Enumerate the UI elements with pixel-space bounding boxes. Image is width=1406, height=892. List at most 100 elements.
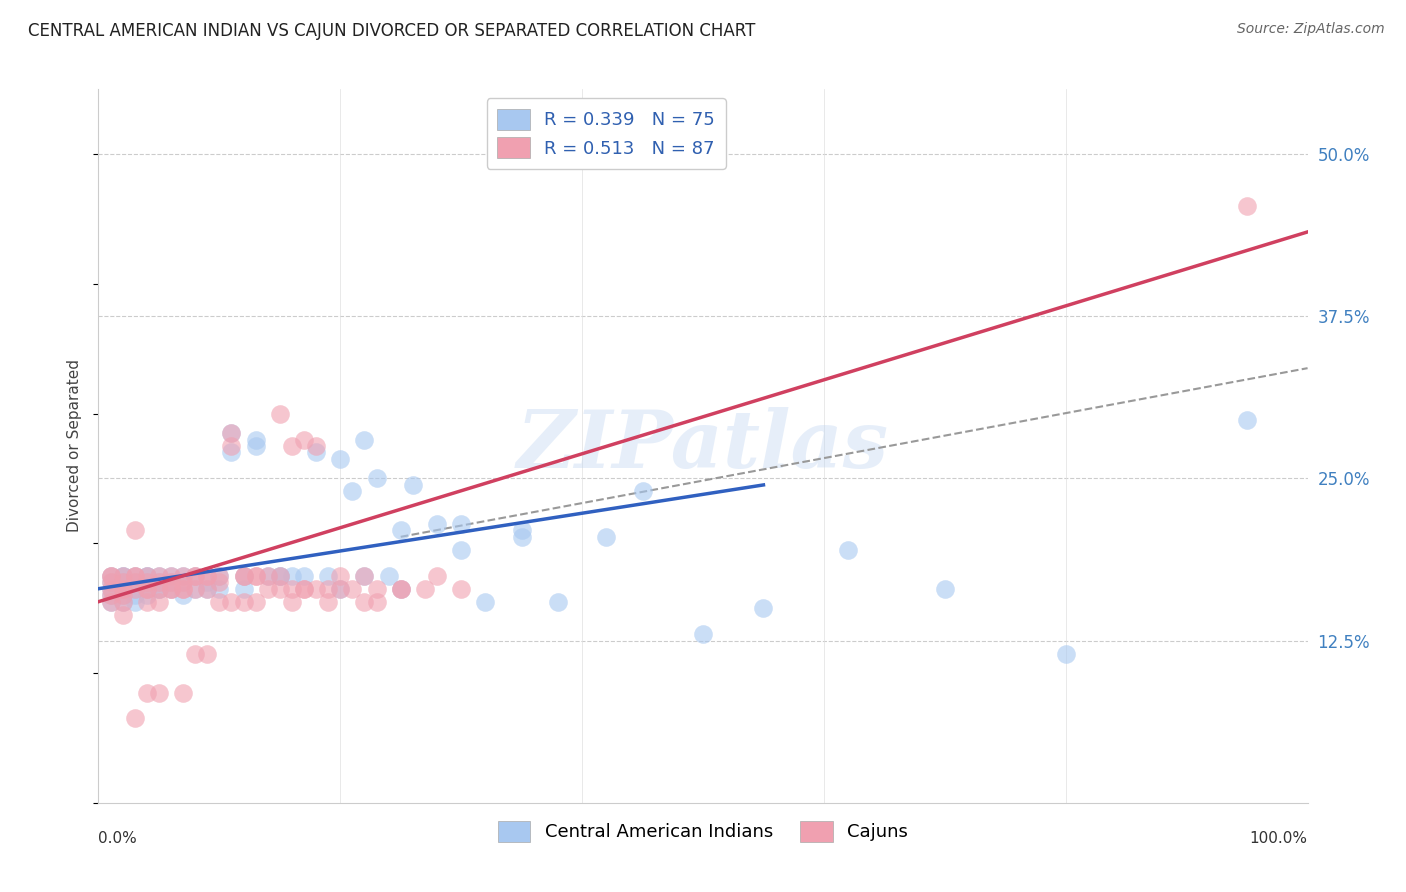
Point <box>135 685 157 699</box>
Point <box>111 588 134 602</box>
Point <box>281 595 304 609</box>
Point <box>172 582 194 596</box>
Point <box>269 568 291 582</box>
Point <box>232 568 254 582</box>
Legend: Central American Indians, Cajuns: Central American Indians, Cajuns <box>489 812 917 851</box>
Point <box>100 588 122 602</box>
Point <box>413 582 436 596</box>
Text: 100.0%: 100.0% <box>1250 831 1308 847</box>
Point <box>111 595 134 609</box>
Point <box>934 582 956 596</box>
Point <box>195 582 218 596</box>
Point <box>232 568 254 582</box>
Point <box>316 595 339 609</box>
Point <box>148 575 170 590</box>
Point <box>124 582 146 596</box>
Point <box>111 568 134 582</box>
Point <box>316 568 339 582</box>
Point <box>342 582 364 596</box>
Point <box>135 575 157 590</box>
Point <box>100 582 122 596</box>
Point <box>172 575 194 590</box>
Point <box>160 582 183 596</box>
Point <box>292 433 315 447</box>
Point <box>1236 413 1258 427</box>
Point <box>124 575 146 590</box>
Point <box>245 439 267 453</box>
Point <box>160 582 183 596</box>
Point <box>184 582 207 596</box>
Point <box>402 478 425 492</box>
Point <box>124 595 146 609</box>
Point <box>111 575 134 590</box>
Point <box>474 595 496 609</box>
Point <box>450 542 472 557</box>
Point <box>450 516 472 531</box>
Point <box>111 582 134 596</box>
Point <box>184 568 207 582</box>
Point <box>100 595 122 609</box>
Point <box>269 582 291 596</box>
Point <box>221 595 243 609</box>
Point <box>316 582 339 596</box>
Point <box>111 595 134 609</box>
Point <box>195 582 218 596</box>
Point <box>135 582 157 596</box>
Point <box>172 575 194 590</box>
Point <box>366 582 388 596</box>
Point <box>305 445 328 459</box>
Point <box>221 425 243 440</box>
Point <box>124 568 146 582</box>
Point <box>124 588 146 602</box>
Point <box>148 575 170 590</box>
Point <box>1236 199 1258 213</box>
Point <box>135 588 157 602</box>
Point <box>100 568 122 582</box>
Point <box>752 601 775 615</box>
Point <box>329 582 352 596</box>
Point <box>172 588 194 602</box>
Point <box>111 582 134 596</box>
Point <box>221 445 243 459</box>
Text: Source: ZipAtlas.com: Source: ZipAtlas.com <box>1237 22 1385 37</box>
Point <box>353 595 375 609</box>
Point <box>389 524 412 538</box>
Point <box>305 582 328 596</box>
Point <box>124 524 146 538</box>
Point <box>148 685 170 699</box>
Point <box>100 568 122 582</box>
Point <box>172 582 194 596</box>
Point <box>135 575 157 590</box>
Point <box>148 582 170 596</box>
Point <box>124 568 146 582</box>
Point <box>547 595 569 609</box>
Point <box>195 575 218 590</box>
Point <box>837 542 859 557</box>
Point <box>221 425 243 440</box>
Point <box>245 433 267 447</box>
Point <box>135 568 157 582</box>
Point <box>256 582 278 596</box>
Point <box>510 524 533 538</box>
Point <box>389 582 412 596</box>
Point <box>100 595 122 609</box>
Point <box>245 568 267 582</box>
Y-axis label: Divorced or Separated: Divorced or Separated <box>67 359 83 533</box>
Point <box>124 582 146 596</box>
Point <box>160 575 183 590</box>
Text: 0.0%: 0.0% <box>98 831 138 847</box>
Point <box>160 582 183 596</box>
Point <box>208 595 231 609</box>
Point <box>389 582 412 596</box>
Point <box>111 568 134 582</box>
Point <box>111 582 134 596</box>
Point <box>208 568 231 582</box>
Point <box>426 568 449 582</box>
Point <box>195 568 218 582</box>
Point <box>281 568 304 582</box>
Point <box>221 439 243 453</box>
Point <box>256 568 278 582</box>
Point <box>305 439 328 453</box>
Point <box>100 568 122 582</box>
Point <box>148 568 170 582</box>
